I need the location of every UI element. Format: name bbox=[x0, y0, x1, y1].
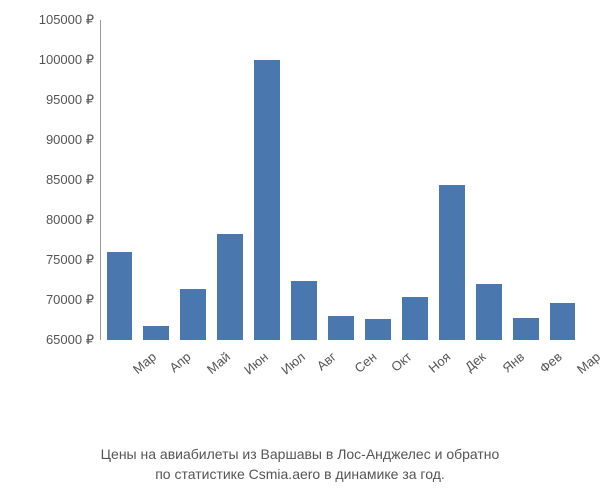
x-tick-label: Мар bbox=[130, 349, 159, 377]
x-tick-label: Фев bbox=[536, 349, 564, 376]
bar bbox=[439, 185, 465, 340]
bar bbox=[107, 252, 133, 340]
price-chart: 65000 ₽ 70000 ₽ 75000 ₽ 80000 ₽ 85000 ₽ 90000… bbox=[10, 10, 590, 440]
bar bbox=[291, 281, 317, 340]
bar bbox=[402, 297, 428, 340]
plot-area bbox=[100, 20, 580, 340]
x-tick-label: Мар bbox=[573, 349, 600, 377]
x-tick-label: Сен bbox=[352, 349, 380, 376]
bar bbox=[513, 318, 539, 340]
y-tick-label: 70000 ₽ bbox=[46, 292, 94, 308]
caption-line-1: Цены на авиабилеты из Варшавы в Лос-Андж… bbox=[0, 445, 600, 465]
x-tick-label: Дек bbox=[462, 349, 488, 374]
x-axis: МарАпрМайИюнИюлАвгСенОктНояДекЯнвФевМар bbox=[100, 345, 580, 405]
bar bbox=[254, 60, 280, 340]
y-axis: 65000 ₽70000 ₽75000 ₽80000 ₽85000 ₽90000… bbox=[10, 20, 98, 340]
x-tick-label: Авг bbox=[314, 349, 339, 374]
x-tick-label: Апр bbox=[167, 349, 194, 375]
y-tick-label: 75000 ₽ bbox=[46, 252, 94, 268]
y-tick-label: 65000 ₽ bbox=[46, 332, 94, 348]
y-tick-label: 80000 ₽ bbox=[46, 212, 94, 228]
bar bbox=[550, 303, 576, 340]
bar bbox=[328, 316, 354, 340]
x-tick-label: Окт bbox=[388, 349, 414, 375]
x-tick-label: Июн bbox=[241, 349, 271, 377]
bar bbox=[476, 284, 502, 340]
y-tick-label: 100000 ₽ bbox=[39, 52, 94, 68]
bar bbox=[365, 319, 391, 340]
y-tick-label: 105000 ₽ bbox=[39, 12, 94, 28]
x-tick-label: Янв bbox=[499, 349, 527, 376]
bar bbox=[180, 289, 206, 340]
caption-line-2: по статистике Csmia.aero в динамике за г… bbox=[0, 465, 600, 485]
x-tick-label: Май bbox=[204, 349, 233, 377]
y-tick-label: 90000 ₽ bbox=[46, 132, 94, 148]
x-tick-label: Июл bbox=[278, 349, 308, 377]
y-tick-label: 85000 ₽ bbox=[46, 172, 94, 188]
chart-caption: Цены на авиабилеты из Варшавы в Лос-Андж… bbox=[0, 445, 600, 484]
bar bbox=[143, 326, 169, 340]
x-tick-label: Ноя bbox=[425, 349, 453, 376]
bar bbox=[217, 234, 243, 340]
y-tick-label: 95000 ₽ bbox=[46, 92, 94, 108]
